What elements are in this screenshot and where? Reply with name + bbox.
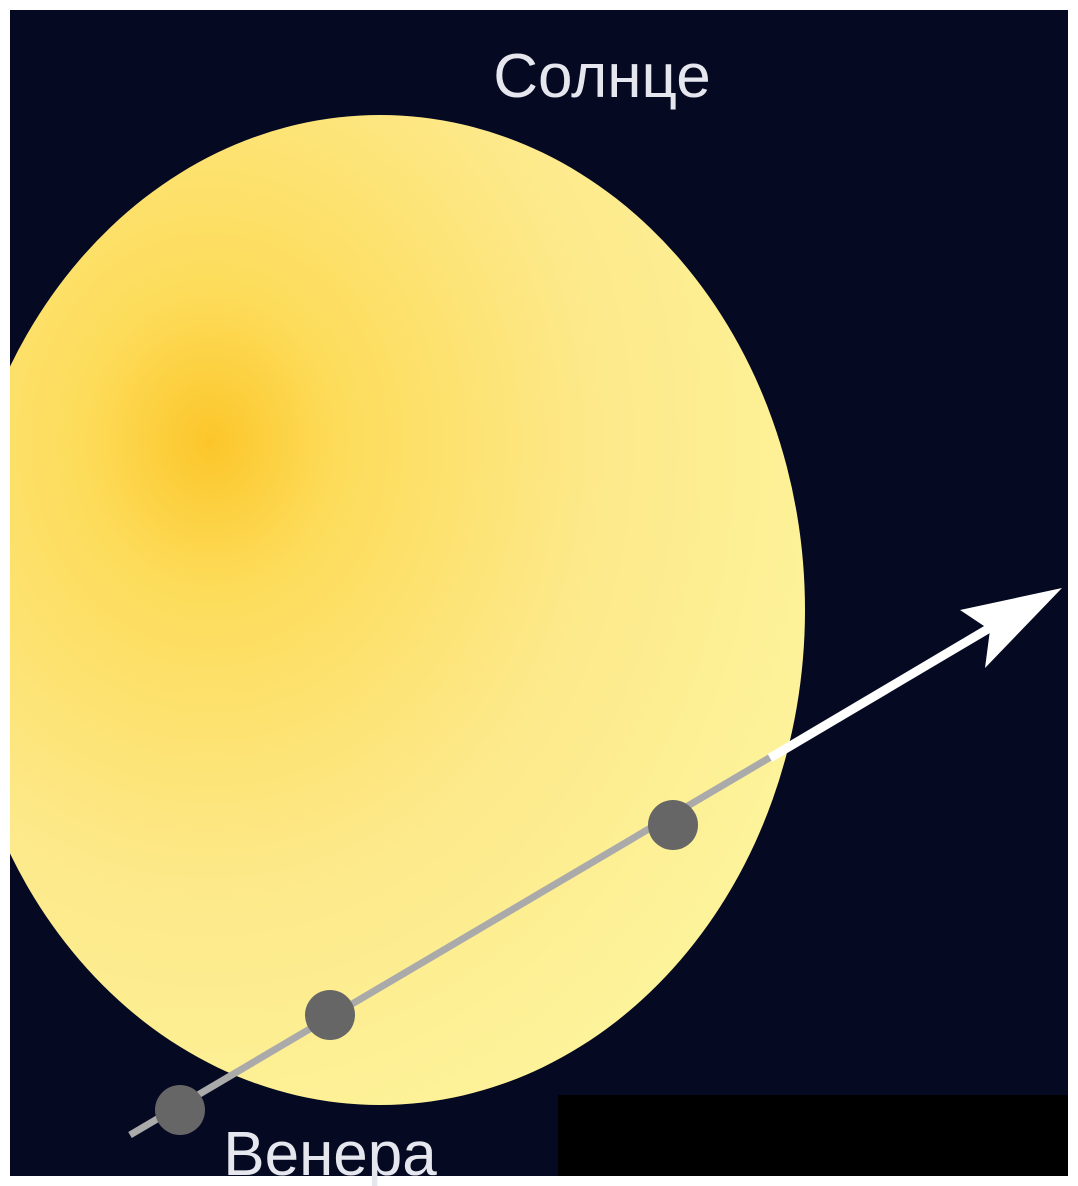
venus-label: Венера — [223, 1120, 437, 1186]
venus-dot — [155, 1085, 205, 1135]
black-box — [558, 1095, 1068, 1176]
sun-label: Солнце — [493, 42, 711, 111]
venus-dot — [305, 990, 355, 1040]
venus-dot — [648, 800, 698, 850]
scene: Солнце Венера — [0, 0, 1078, 1186]
page: Солнце Венера (() => { const data = JSON… — [0, 0, 1078, 1186]
